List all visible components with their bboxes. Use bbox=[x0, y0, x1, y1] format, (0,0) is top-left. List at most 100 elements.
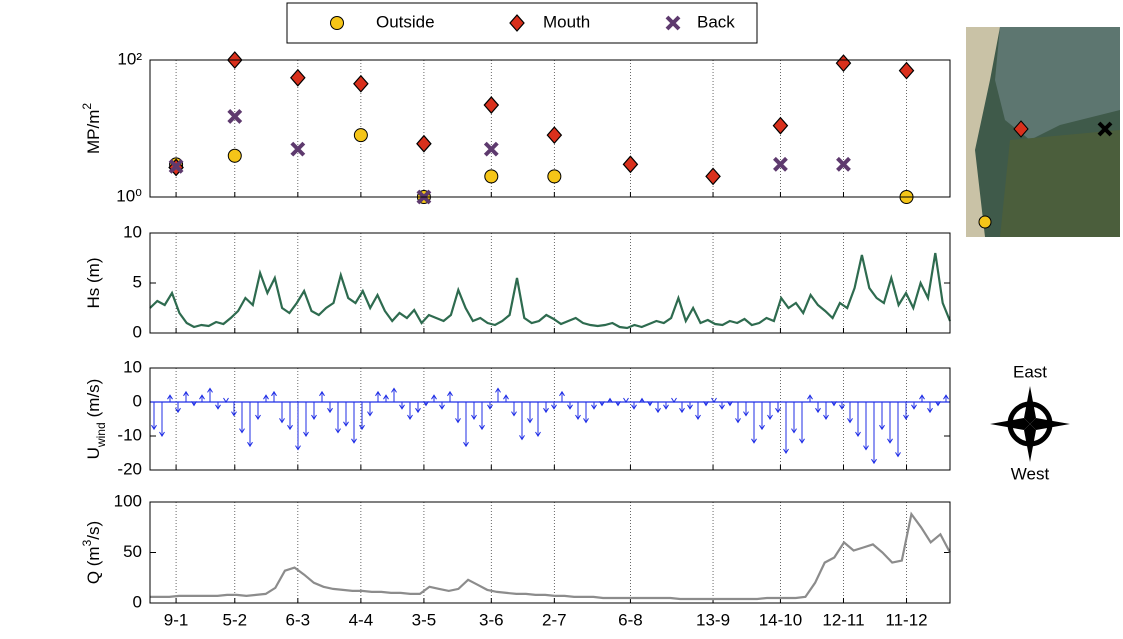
wind-arrow bbox=[455, 402, 461, 424]
wind-arrow bbox=[199, 394, 205, 402]
wind-arrow bbox=[735, 402, 741, 424]
compass-label: West bbox=[1011, 464, 1050, 483]
wind-arrow bbox=[303, 402, 309, 437]
x-tick-label: 13-9 bbox=[696, 610, 730, 629]
marker bbox=[509, 14, 525, 32]
compass-label: East bbox=[1013, 362, 1047, 381]
y-tick-label: 10 bbox=[123, 357, 142, 376]
wind-arrow bbox=[575, 402, 581, 420]
wind-arrow bbox=[775, 402, 781, 414]
wind-arrow bbox=[175, 402, 181, 414]
legend-label: Back bbox=[697, 12, 735, 31]
wind-arrow bbox=[207, 387, 213, 402]
marker bbox=[290, 141, 306, 157]
y-axis-label-part: /s) bbox=[84, 521, 103, 540]
wind-arrow bbox=[479, 402, 485, 431]
wind-arrow bbox=[599, 401, 605, 407]
wind-arrow bbox=[391, 387, 397, 402]
wind-arrow bbox=[871, 402, 877, 465]
wind-arrow bbox=[463, 402, 469, 448]
wind-arrow bbox=[591, 402, 597, 410]
wind-arrow bbox=[495, 387, 501, 402]
marker bbox=[227, 109, 243, 124]
wind-arrow bbox=[527, 402, 533, 424]
wind-arrow bbox=[263, 394, 269, 402]
wind-arrow bbox=[471, 402, 477, 420]
map-back-marker bbox=[1097, 121, 1113, 137]
wind-arrow bbox=[399, 402, 405, 410]
wind-arrow bbox=[847, 402, 853, 424]
y-axis-label-part: (m/s) bbox=[84, 379, 103, 418]
compass: East West bbox=[990, 362, 1070, 483]
wind-arrow bbox=[583, 402, 589, 424]
wind-arrow bbox=[623, 397, 629, 403]
wind-arrow bbox=[167, 394, 173, 402]
wind-arrow bbox=[767, 402, 773, 420]
x-tick-label: 3-5 bbox=[412, 610, 437, 629]
wind-arrow bbox=[295, 402, 301, 451]
wind-arrow bbox=[359, 402, 365, 431]
compass-needle bbox=[1030, 418, 1070, 430]
map bbox=[966, 27, 1120, 237]
marker bbox=[546, 126, 563, 145]
wind-arrow bbox=[351, 402, 357, 444]
wind-arrow bbox=[759, 402, 765, 431]
marker bbox=[227, 148, 242, 163]
wind-arrow bbox=[839, 402, 845, 410]
wind-arrow bbox=[615, 401, 621, 407]
wind-arrow bbox=[647, 401, 653, 407]
y-axis-label: Q (m3/s) bbox=[80, 521, 103, 584]
marker bbox=[622, 155, 639, 174]
marker bbox=[773, 156, 788, 172]
wind-arrow bbox=[879, 402, 885, 431]
marker bbox=[168, 158, 184, 174]
wind-arrow bbox=[567, 402, 573, 410]
x-tick-label: 2-7 bbox=[542, 610, 567, 629]
wind-arrow bbox=[679, 402, 685, 414]
plot-frame bbox=[149, 232, 951, 334]
x-tick-label: 4-4 bbox=[349, 610, 374, 629]
wind-arrow bbox=[607, 397, 613, 403]
wind-arrow bbox=[631, 402, 637, 410]
marker bbox=[416, 134, 432, 153]
wind-arrow bbox=[151, 402, 157, 431]
y-axis-label: Hs (m) bbox=[84, 258, 103, 309]
wind-arrow bbox=[247, 402, 253, 448]
marker bbox=[484, 169, 499, 184]
wind-arrow bbox=[191, 401, 197, 407]
wind-arrow bbox=[327, 402, 333, 414]
y-tick-label: -20 bbox=[117, 459, 142, 478]
x-tick-label: 6-3 bbox=[286, 610, 311, 629]
y-axis-label-part: MP/m bbox=[84, 110, 103, 154]
series-line bbox=[149, 252, 952, 330]
marker bbox=[836, 156, 851, 172]
wind-arrow bbox=[815, 402, 821, 414]
wind-arrow bbox=[807, 394, 813, 402]
y-tick-label: 10² bbox=[117, 49, 142, 68]
wind-arrow bbox=[687, 402, 693, 410]
wind-arrow bbox=[415, 402, 421, 414]
marker bbox=[547, 169, 562, 184]
wind-arrow bbox=[223, 397, 229, 403]
y-tick-label: -10 bbox=[117, 425, 142, 444]
marker bbox=[353, 74, 369, 93]
y-tick-label: 0 bbox=[133, 322, 142, 341]
wind-arrow bbox=[823, 402, 829, 420]
y-axis-label-part: 2 bbox=[80, 103, 94, 110]
wind-arrow bbox=[719, 402, 725, 410]
wind-arrow bbox=[863, 402, 869, 451]
legend-label: Mouth bbox=[543, 12, 590, 31]
marker bbox=[835, 54, 852, 73]
marker bbox=[705, 167, 721, 186]
wind-arrow bbox=[711, 397, 717, 403]
series-line bbox=[150, 511, 951, 601]
wind-arrow bbox=[231, 402, 237, 417]
map-coast bbox=[966, 27, 1000, 237]
wind-arrow bbox=[911, 402, 917, 410]
marker bbox=[330, 16, 344, 30]
compass-needle bbox=[1024, 386, 1036, 424]
compass-needle bbox=[1024, 424, 1036, 462]
wind-arrow bbox=[655, 402, 661, 414]
marker bbox=[353, 128, 368, 143]
